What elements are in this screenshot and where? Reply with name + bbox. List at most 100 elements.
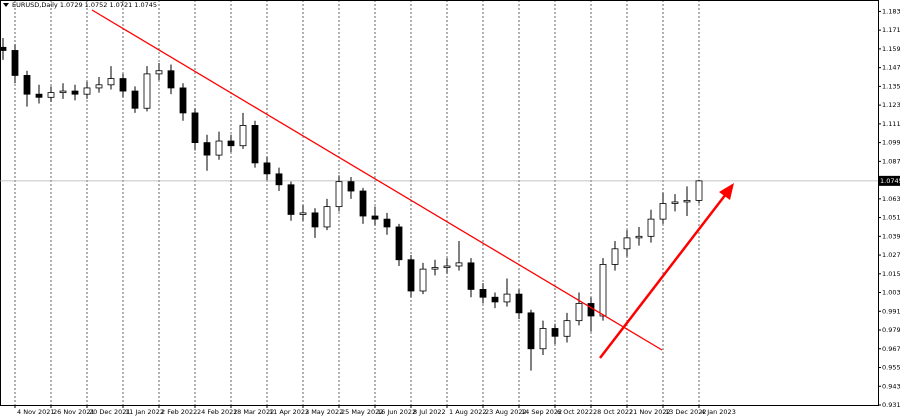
x-tick-label: 4 Nov 2021 (17, 408, 55, 416)
candle-body (59, 90, 67, 94)
candle-body (371, 215, 379, 220)
x-tick-label: 20 Dec 2021 (89, 408, 131, 416)
x-tick-label: 8 Jul 2022 (413, 408, 446, 416)
candle-body (551, 328, 559, 337)
candle-body (623, 237, 631, 250)
candle-body (335, 181, 343, 208)
candle-body (119, 78, 127, 92)
candle-body (659, 203, 667, 220)
candle-body (71, 90, 79, 95)
y-tick-label: 1.0390 (882, 232, 900, 240)
candle-body (263, 162, 271, 175)
candle-body (131, 90, 139, 109)
x-tick-label: 14 Sep 2022 (521, 408, 562, 416)
candle-body (311, 212, 319, 228)
y-tick-label: 1.0270 (882, 251, 900, 259)
x-tick-label: 16 Jun 2022 (377, 408, 416, 416)
candle-body (515, 293, 523, 314)
candle-body (479, 289, 487, 298)
candle-body (95, 84, 103, 89)
candle-body (107, 78, 115, 86)
candle-body (611, 248, 619, 265)
candle-body (383, 218, 391, 228)
y-tick-label: 1.0630 (882, 195, 900, 203)
y-tick-label: 1.0510 (882, 214, 900, 222)
candle-body (635, 235, 643, 239)
x-tick-label: 24 Feb 2022 (197, 408, 237, 416)
candle-body (419, 268, 427, 292)
x-tick-label: 13 Dec 2022 (665, 408, 707, 416)
candle-body (227, 140, 235, 147)
y-tick-label: 1.0030 (882, 289, 900, 297)
trend-line (91, 9, 663, 351)
y-tick-label: 1.1110 (882, 120, 900, 128)
price-label: 1.0745 (880, 177, 900, 185)
candle-body (143, 73, 151, 109)
candle-body (407, 259, 415, 292)
x-tick-label: 3 May 2022 (305, 408, 343, 416)
plot-frame (0, 0, 879, 406)
x-tick-label: 11 Apr 2022 (269, 408, 309, 416)
candle-body (155, 70, 163, 75)
candle-body (563, 320, 571, 337)
y-tick-label: 1.1830 (882, 7, 900, 15)
y-tick-label: 1.0870 (882, 157, 900, 165)
candle-body (491, 296, 499, 303)
candle-body (455, 262, 463, 267)
candle-body (527, 312, 535, 350)
candle-body (467, 262, 475, 290)
candle-body (287, 184, 295, 215)
chart-title: EURUSD,Daily 1.0729 1.0752 1.0721 1.0745 (12, 1, 157, 9)
y-tick-label: 1.1590 (882, 45, 900, 53)
candle-body (299, 212, 307, 215)
candle-body (431, 267, 439, 270)
x-tick-label: 4 Jan 2023 (701, 408, 736, 416)
price-label-box (878, 175, 900, 186)
y-tick-label: 1.0990 (882, 139, 900, 147)
x-tick-label: 28 Oct 2022 (593, 408, 633, 416)
candle-body (683, 199, 691, 203)
candle-body (191, 112, 199, 144)
candle-body (83, 87, 91, 95)
arrow-shaft (599, 193, 727, 359)
candle-body (35, 93, 43, 98)
candle-body (443, 265, 451, 268)
y-tick-label: 1.1350 (882, 82, 900, 90)
candle-body (251, 125, 259, 164)
candle-body (23, 75, 31, 95)
candle-body (215, 140, 223, 156)
candle-body (47, 92, 55, 98)
y-tick-label: 1.1230 (882, 101, 900, 109)
y-tick-label: 1.1710 (882, 26, 900, 34)
y-tick-label: 0.9910 (882, 307, 900, 315)
candle-body (599, 264, 607, 317)
x-tick-label: 6 Oct 2022 (557, 408, 593, 416)
y-tick-label: 1.0150 (882, 270, 900, 278)
candle-body (323, 206, 331, 228)
candle-body (347, 181, 355, 192)
candle-body (671, 201, 679, 204)
x-tick-label: 26 Nov 2021 (53, 408, 95, 416)
candle-body (575, 303, 583, 322)
candle-body (539, 328, 547, 350)
candle-body (239, 125, 247, 147)
arrow-head (719, 183, 734, 200)
x-tick-label: 18 Mar 2022 (233, 408, 274, 416)
menu-icon (3, 3, 9, 7)
x-tick-label: 23 Aug 2022 (485, 408, 527, 416)
x-tick-label: 21 Nov 2022 (629, 408, 671, 416)
candle-body (587, 303, 595, 317)
y-tick-label: 1.1470 (882, 64, 900, 72)
candle-body (359, 190, 367, 217)
candle-body (0, 46, 7, 51)
candle-body (395, 226, 403, 261)
candle-body (503, 293, 511, 303)
candle-body (203, 142, 211, 156)
candle-body (647, 218, 655, 237)
